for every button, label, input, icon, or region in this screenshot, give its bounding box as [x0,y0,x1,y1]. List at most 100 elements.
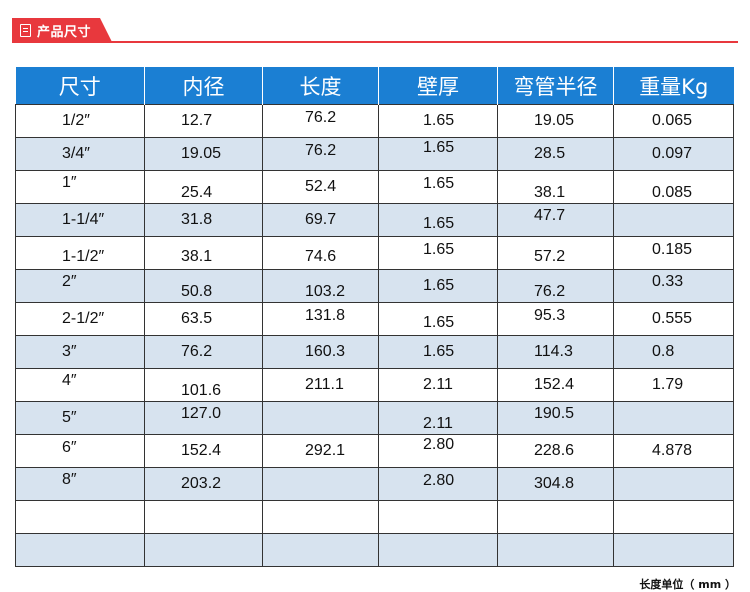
cell-length [262,401,379,435]
cell-text: 1.65 [423,112,455,129]
cell-text: 4″ [62,372,77,389]
cell-text: 1.65 [423,139,455,156]
cell-weight: 0.33 [613,269,734,303]
cell-weight: 1.79 [613,368,734,402]
cell-wall-thickness: 2.11 [378,401,498,435]
table-row: 1/2″ 12.7 76.2 1.65 19.05 0.065 [15,104,734,138]
cell-text: 12.7 [181,112,213,129]
unit-note: 长度单位（ mm ） [639,578,736,591]
cell-weight: 0.097 [613,137,734,171]
cell-inner-diameter: 19.05 [144,137,263,171]
cell-bend-radius: 95.3 [497,302,614,336]
cell-text: 101.6 [181,382,222,399]
cell-inner-diameter: 152.4 [144,434,263,468]
cell-size: 3″ [15,335,145,369]
cell-length: 160.3 [262,335,379,369]
cell-wall-thickness: 1.65 [378,302,498,336]
cell-bend-radius: 19.05 [497,104,614,138]
cell-text: 19.05 [534,112,575,129]
cell-text: 76.2 [305,109,337,126]
cell-wall-thickness [378,500,498,534]
cell-bend-radius: 152.4 [497,368,614,402]
section-title: 产品尺寸 [37,24,92,40]
cell-text: 1-1/2″ [62,248,105,265]
cell-text: 103.2 [305,283,346,300]
cell-text: 1.65 [423,314,455,331]
table-row: 4″ 101.6 211.1 2.11 152.4 1.79 [15,368,734,402]
cell-text: 190.5 [534,405,575,422]
cell-bend-radius: 304.8 [497,467,614,501]
cell-text: 1.65 [423,215,455,232]
cell-length [262,467,379,501]
cell-text: 50.8 [181,283,213,300]
cell-inner-diameter: 203.2 [144,467,263,501]
cell-inner-diameter [144,500,263,534]
cell-text: 8″ [62,471,77,488]
cell-text: 69.7 [305,211,337,228]
cell-weight [613,401,734,435]
cell-text: 4.878 [652,442,693,459]
cell-inner-diameter: 50.8 [144,269,263,303]
cell-text: 2.80 [423,436,455,453]
cell-text: 2.80 [423,472,455,489]
table-row: 8″ 203.2 2.80 304.8 [15,467,734,501]
cell-inner-diameter: 31.8 [144,203,263,237]
cell-text: 31.8 [181,211,213,228]
cell-text: 95.3 [534,307,566,324]
cell-text: 1″ [62,174,77,191]
column-header-wall-thickness: 壁厚 [378,67,498,105]
cell-length: 76.2 [262,137,379,171]
table-header-row: 尺寸 内径 长度 壁厚 弯管半径 重量Kg [15,67,734,105]
cell-weight: 0.085 [613,170,734,204]
cell-wall-thickness: 2.80 [378,434,498,468]
cell-weight: 0.065 [613,104,734,138]
cell-weight: 0.555 [613,302,734,336]
cell-length: 74.6 [262,236,379,270]
cell-text: 38.1 [534,184,566,201]
table-row [15,533,734,567]
section-header-tab: 产品尺寸 [12,18,112,42]
cell-size: 5″ [15,401,145,435]
cell-text: 228.6 [534,442,575,459]
table-row: 1-1/4″ 31.8 69.7 1.65 47.7 [15,203,734,237]
cell-text: 0.555 [652,310,693,327]
cell-text: 38.1 [181,248,213,265]
cell-text: 0.085 [652,184,693,201]
cell-text: 114.3 [534,343,573,360]
cell-weight [613,500,734,534]
cell-text: 5″ [62,409,77,426]
cell-text: 2.11 [423,376,453,393]
cell-text: 47.7 [534,207,566,224]
cell-text: 76.2 [181,343,213,360]
cell-text: 3″ [62,343,77,360]
cell-inner-diameter: 101.6 [144,368,263,402]
cell-wall-thickness: 2.80 [378,467,498,501]
cell-bend-radius: 76.2 [497,269,614,303]
cell-wall-thickness: 1.65 [378,137,498,171]
cell-size: 2-1/2″ [15,302,145,336]
cell-bend-radius: 228.6 [497,434,614,468]
cell-length [262,533,379,567]
cell-bend-radius [497,533,614,567]
cell-text: 1.79 [652,376,684,393]
section-divider [12,41,738,43]
cell-text: 0.097 [652,145,693,162]
cell-bend-radius: 47.7 [497,203,614,237]
cell-weight [613,467,734,501]
cell-wall-thickness: 1.65 [378,170,498,204]
cell-bend-radius: 57.2 [497,236,614,270]
cell-size: 2″ [15,269,145,303]
cell-wall-thickness: 1.65 [378,335,498,369]
cell-text: 28.5 [534,145,566,162]
cell-text: 0.33 [652,273,684,290]
cell-text: 74.6 [305,248,337,265]
cell-inner-diameter: 76.2 [144,335,263,369]
cell-text: 76.2 [534,283,566,300]
cell-text: 2-1/2″ [62,310,105,327]
cell-text: 1.65 [423,175,455,192]
cell-length: 292.1 [262,434,379,468]
cell-text: 131.8 [305,307,346,324]
cell-weight: 4.878 [613,434,734,468]
column-header-inner-diameter: 内径 [144,67,263,105]
cell-size: 1-1/4″ [15,203,145,237]
